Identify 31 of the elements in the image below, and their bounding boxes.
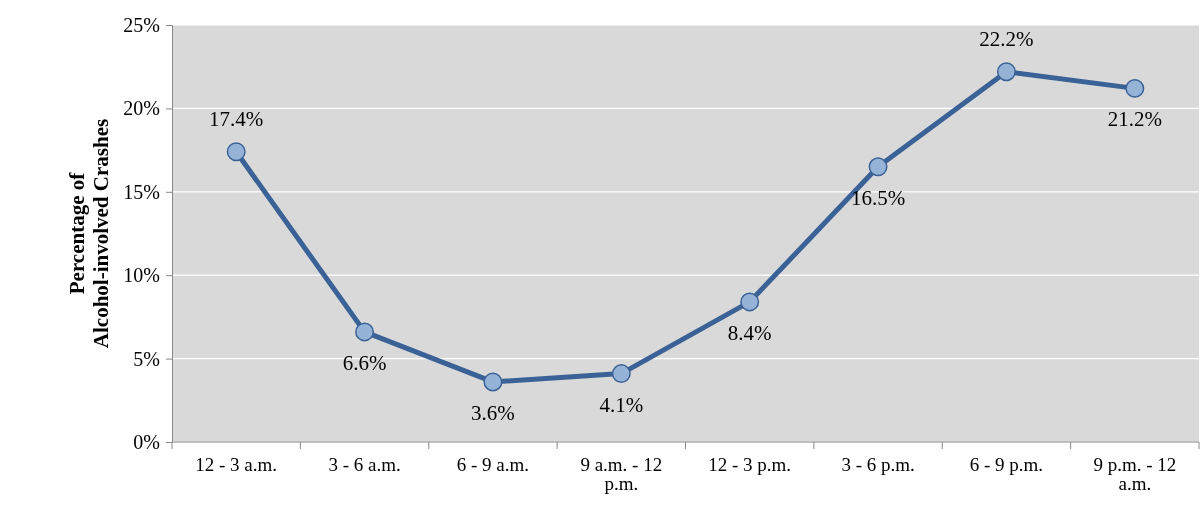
point	[996, 62, 1016, 82]
y-tick-label: 5%	[133, 347, 160, 370]
point	[868, 157, 888, 177]
point	[1125, 78, 1145, 98]
x-tick-label: 6 - 9 p.m.	[969, 454, 1044, 475]
point	[740, 292, 760, 312]
data-label: 17.4%	[209, 106, 264, 131]
data-label: 3.6%	[471, 400, 515, 425]
point	[355, 322, 375, 342]
x-tick-label: 12 - 3 p.m.	[708, 454, 792, 475]
x-tick-label: 6 - 9 a.m.	[456, 454, 530, 475]
data-label: 16.5%	[850, 185, 906, 210]
point	[483, 372, 503, 392]
data-label: 21.2%	[1107, 107, 1162, 132]
x-tick-label: 3 - 6 a.m.	[328, 454, 401, 475]
x-tick-label: 12 - 3 a.m.	[195, 454, 278, 475]
data-label: 22.2%	[979, 26, 1034, 51]
x-tick-label: 9 a.m. - 12 p.m.	[580, 454, 663, 494]
data-label: 8.4%	[727, 320, 772, 345]
point	[611, 364, 631, 384]
data-label: 4.1%	[599, 392, 644, 417]
x-tick-label: 3 - 6 p.m.	[841, 454, 915, 475]
y-tick-label: 0%	[133, 430, 160, 453]
data-label: 6.6%	[342, 350, 387, 375]
y-tick-label: 25%	[123, 13, 160, 36]
x-tick-label: 9 p.m. - 12 a.m.	[1093, 454, 1177, 494]
point	[226, 142, 246, 162]
y-tick-label: 10%	[123, 264, 160, 287]
y-axis-title: Percentage of Alcohol-involved Crashes	[65, 118, 114, 349]
y-tick-label: 20%	[123, 97, 160, 120]
y-tick-label: 15%	[123, 180, 160, 203]
